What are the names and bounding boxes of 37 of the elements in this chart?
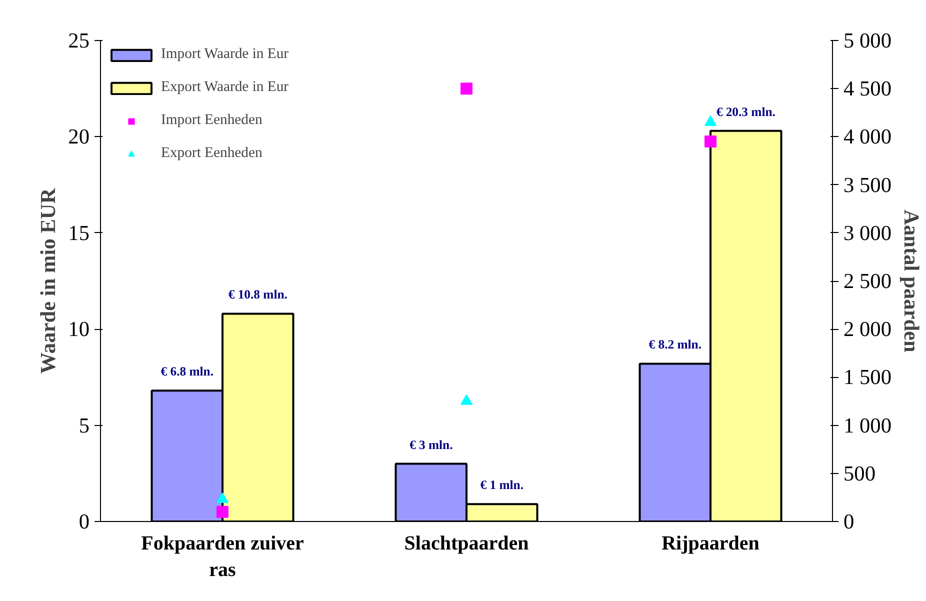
y-tick-label: 10: [68, 317, 90, 342]
y-tick-label: 5: [78, 413, 90, 438]
point: [216, 506, 228, 518]
y-tick-label: 20: [68, 124, 90, 149]
y2-tick-label: 2 500: [844, 269, 892, 293]
legend-label: Export Eenheden: [161, 145, 262, 162]
point: [460, 82, 472, 95]
point: [704, 136, 716, 148]
y2-tick-label: 3 000: [844, 220, 892, 245]
x-tick-label: Rijpaarden: [662, 532, 760, 554]
x-tick-label: Slachtpaarden: [404, 532, 529, 554]
y-tick-label: 15: [68, 220, 90, 245]
point: [216, 492, 228, 504]
y-tick-label: 0: [78, 510, 90, 534]
legend-label: Import Waarde in Eur: [161, 46, 289, 63]
x-tick-label: Fokpaarden zuiver ras: [141, 532, 304, 581]
legend-label: Import Eenheden: [161, 112, 262, 129]
y2-tick-label: 2 000: [844, 317, 892, 342]
y2-tick-label: 4 000: [844, 124, 892, 149]
data-label: € 20.3 mln.: [716, 104, 776, 119]
y2-tick-label: 500: [844, 461, 876, 486]
point: [460, 394, 472, 405]
y2-tick-label: 3 500: [844, 172, 892, 197]
legend-label: Export Waarde in Eur: [161, 79, 289, 96]
data-label: € 10.8 mln.: [228, 288, 288, 302]
y-tick-label: 25: [68, 28, 90, 52]
data-label: € 3 mln.: [409, 438, 453, 452]
y2-tick-label: 4 500: [844, 76, 892, 101]
y2-axis-title: Aantal paarden: [899, 210, 924, 353]
y2-tick-label: 5 000: [844, 28, 892, 52]
y2-tick-label: 1 500: [844, 365, 892, 390]
y-axis-title: Waarde in mio EUR: [36, 188, 60, 374]
y2-tick-label: 1 000: [844, 413, 892, 438]
data-label: € 1 mln.: [480, 478, 524, 492]
data-label: € 8.2 mln.: [648, 338, 702, 352]
data-label: € 6.8 mln.: [160, 364, 214, 379]
y2-tick-label: 0: [844, 510, 854, 534]
